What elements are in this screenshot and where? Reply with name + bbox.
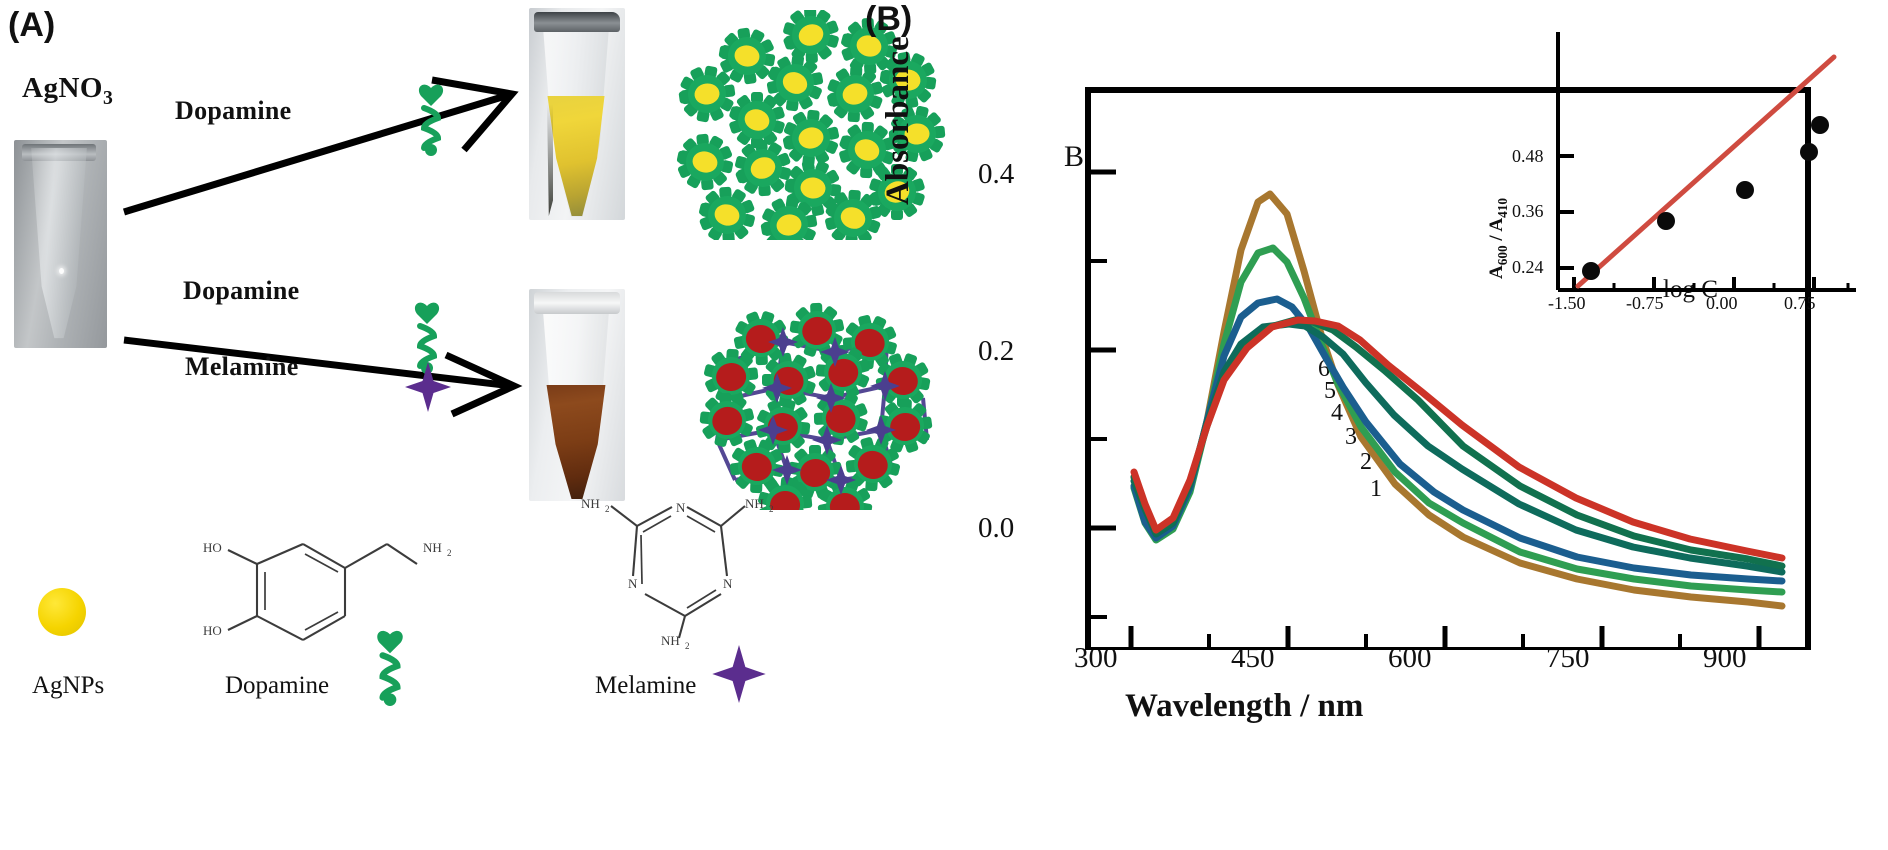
atom-nh2-sub: 2: [447, 548, 452, 558]
inset-y-tick-2: 0.24: [1512, 257, 1544, 277]
y-minor-ticks: [1088, 259, 1107, 619]
melamine-glyph-icon: [405, 362, 451, 412]
atom-n-left: N: [628, 576, 638, 591]
x-minor-ticks: [1207, 634, 1682, 650]
inset-calibration-plot: A600 / A410 log C 0.48 0.36 0.24 -1.50 -…: [1478, 14, 1878, 324]
inset-x-tick-1: -0.75: [1626, 293, 1664, 313]
dopamine-structure: HO HO NH 2: [203, 540, 452, 641]
atom-n-top: N: [676, 500, 686, 515]
dopamine-legend-glyph-icon: [377, 630, 403, 706]
y-axis-label: Absorbance: [880, 36, 916, 205]
tube-cap: [534, 12, 620, 32]
inset-y-tick-1: 0.36: [1512, 201, 1544, 221]
atom-nh2-left: NH: [581, 496, 600, 511]
dispersed-agnps-illustration: [671, 10, 948, 240]
curve-label-3: 3: [1345, 424, 1357, 450]
atom-nh2-left-sub: 2: [605, 504, 610, 514]
curve-label-4: 4: [1331, 400, 1343, 426]
atom-ho-bottom: HO: [203, 623, 222, 638]
reaction-arrows: [122, 76, 523, 418]
inset-data-points: [1582, 116, 1829, 280]
atom-n-right: N: [723, 576, 733, 591]
y-ticks: [1088, 169, 1116, 531]
dopamine-glyph-icon: [418, 84, 444, 156]
label-bottom-dopamine: Dopamine: [183, 276, 300, 305]
atom-nh2-right-sub: 2: [769, 504, 774, 514]
aggregate-particles: [693, 297, 936, 510]
x-ticks: [1128, 626, 1762, 650]
top-arrow-icon: [122, 76, 519, 216]
atom-ho-top: HO: [203, 540, 222, 555]
main-spectra-plot: [1085, 87, 1811, 650]
panel-b-label: (B): [865, 0, 913, 38]
inset-x-ticks: [1572, 277, 1816, 290]
y-tick-label-2: 0.0: [978, 512, 1015, 544]
agno3-tube: [14, 140, 107, 348]
y-tick-label-1: 0.2: [978, 335, 1015, 367]
panel-a: (A) AgNO3 Dopamine Dopamine Melamine: [8, 6, 948, 706]
agno3-label: AgNO3: [22, 72, 114, 109]
legend-label-melamine: Melamine: [595, 672, 697, 699]
atom-nh2: NH: [423, 540, 442, 555]
spectra-curves: [1130, 190, 1786, 610]
inset-x-minor-ticks: [1612, 283, 1850, 290]
inset-x-tick-0: -1.50: [1548, 293, 1586, 313]
tube-edge-shadow: [547, 104, 553, 216]
melamine-structure: NH 2 NH 2 NH 2 N N N: [581, 496, 774, 651]
inset-axes: [1556, 32, 1856, 292]
agnps-legend-swatch: [38, 588, 86, 636]
curve-label-5: 5: [1324, 378, 1336, 404]
plot-frame: [1085, 87, 1811, 650]
aggregated-brown-tube: [529, 289, 625, 501]
inset-x-tick-3: 0.75: [1784, 293, 1816, 313]
tube-cap: [534, 292, 620, 314]
curve-6: [1130, 316, 1786, 562]
legend-label-agnps: AgNPs: [32, 672, 105, 699]
tube-liquid-yellow: [547, 96, 605, 216]
atom-nh2-bottom: NH: [661, 633, 680, 648]
y-tick-label-0: 0.4: [978, 158, 1015, 190]
atom-nh2-right: NH: [745, 496, 764, 511]
tube-glint: [59, 268, 64, 274]
panel-b: (B) Absorbance Wavelength / nm B 0.4 0.2…: [865, 0, 1888, 850]
plot-inner-tag: B: [1064, 140, 1085, 173]
inset-y-ticks: [1558, 154, 1574, 270]
melamine-legend-glyph-icon: [712, 645, 766, 703]
inset-fit-line: [1575, 54, 1837, 289]
agnp-yellow-tube: [529, 8, 625, 220]
panel-a-label: (A): [8, 6, 56, 44]
curve-label-1: 1: [1370, 476, 1382, 502]
curve-label-2: 2: [1360, 449, 1372, 475]
inset-x-tick-2: 0.00: [1706, 293, 1738, 313]
legend-label-dopamine: Dopamine: [225, 672, 330, 699]
label-top-dopamine: Dopamine: [175, 96, 292, 125]
x-axis-label: Wavelength / nm: [1125, 688, 1364, 724]
inset-axes-and-data: [1556, 32, 1856, 292]
inset-y-tick-0: 0.48: [1512, 146, 1544, 166]
atom-nh2-bottom-sub: 2: [685, 641, 690, 651]
bottom-arrow-icon: [123, 336, 523, 418]
tube-liquid-brown: [546, 385, 606, 499]
label-bottom-melamine: Melamine: [185, 352, 299, 381]
aggregated-agnps-illustration: [693, 297, 936, 510]
